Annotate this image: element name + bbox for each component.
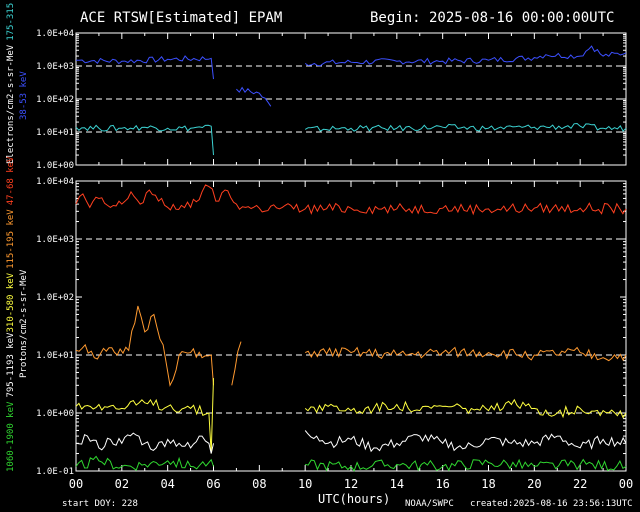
p-ytick-label: 1.0E+02 — [36, 293, 74, 303]
x-axis-label: UTC(hours) — [318, 492, 390, 506]
xtick-label: 20 — [527, 477, 541, 491]
electron-panel: 1.0E+00 1.0E+01 1.0E+02 1.0E+03 1.0E+04 — [36, 29, 627, 171]
e-ytick-label: 1.0E+02 — [36, 95, 74, 105]
xtick-label: 14 — [390, 477, 404, 491]
p-ytick-label: 1.0E+00 — [36, 409, 74, 419]
electron-38-label: 38-53 keV — [19, 71, 29, 120]
proton-panel: 1.0E-01 1.0E+00 1.0E+01 1.0E+02 1.0E+03 1.0E+… — [36, 177, 633, 491]
created-time: created:2025-08-16 23:56:13UTC — [470, 499, 633, 509]
begin-time: Begin: 2025-08-16 00:00:00UTC — [370, 10, 614, 26]
e-ytick-label: 1.0E+00 — [36, 161, 74, 171]
proton-ylabel: 1060-1900 keV 795-1193 keV310-580 keV 115-… — [6, 156, 16, 472]
xtick-label: 04 — [160, 477, 174, 491]
series-line-175-315-kev — [75, 122, 627, 156]
xtick-label: 00 — [69, 477, 83, 491]
chart-title: ACE RTSW[Estimated] EPAM — [80, 10, 282, 26]
series-line-47-68-kev — [75, 184, 627, 216]
proton-units-label: Protons/cm2-s-sr-MeV — [19, 269, 29, 378]
proton-115-label: 115-195 keV — [6, 209, 16, 269]
xtick-label: 06 — [206, 477, 220, 491]
proton-310-label: 310-580 keV — [6, 272, 16, 332]
proton-47-label: 47-68 keV — [6, 156, 16, 205]
e-ytick-label: 1.0E+01 — [36, 128, 74, 138]
xtick-label: 08 — [252, 477, 266, 491]
xtick-label: 00 — [619, 477, 633, 491]
series-line-38-53-kev — [75, 45, 627, 107]
e-ytick-label: 1.0E+03 — [36, 62, 74, 72]
source-label: NOAA/SWPC — [405, 499, 454, 509]
xtick-label: 22 — [573, 477, 587, 491]
series-line-115-195-kev — [75, 305, 627, 387]
xtick-label: 12 — [344, 477, 358, 491]
electron-175-label: 175-315 keV — [6, 0, 16, 41]
electron-ylabel: Electrons/cm2-s-sr-MeV 175-315 keV — [6, 0, 16, 164]
proton-1060-label: 1060-1900 keV — [6, 401, 16, 472]
p-ytick-label: 1.0E+01 — [36, 351, 74, 361]
xtick-label: 18 — [481, 477, 495, 491]
series-line-1060-1900-kev — [75, 455, 627, 472]
series-line-310-580-kev — [75, 378, 627, 454]
electron-units-label: Electrons/cm2-s-sr-MeV — [6, 44, 16, 164]
proton-795-label: 795-1193 keV — [6, 332, 16, 398]
xtick-label: 16 — [435, 477, 449, 491]
start-doy: start DOY: 228 — [62, 499, 138, 509]
p-ytick-label: 1.0E+04 — [36, 177, 74, 187]
p-ytick-label: 1.0E-01 — [36, 467, 74, 477]
xtick-label: 10 — [298, 477, 312, 491]
e-ytick-label: 1.0E+04 — [36, 29, 74, 39]
p-ytick-label: 1.0E+03 — [36, 235, 74, 245]
series-line-795-1193-kev — [75, 430, 627, 454]
xtick-label: 02 — [115, 477, 129, 491]
